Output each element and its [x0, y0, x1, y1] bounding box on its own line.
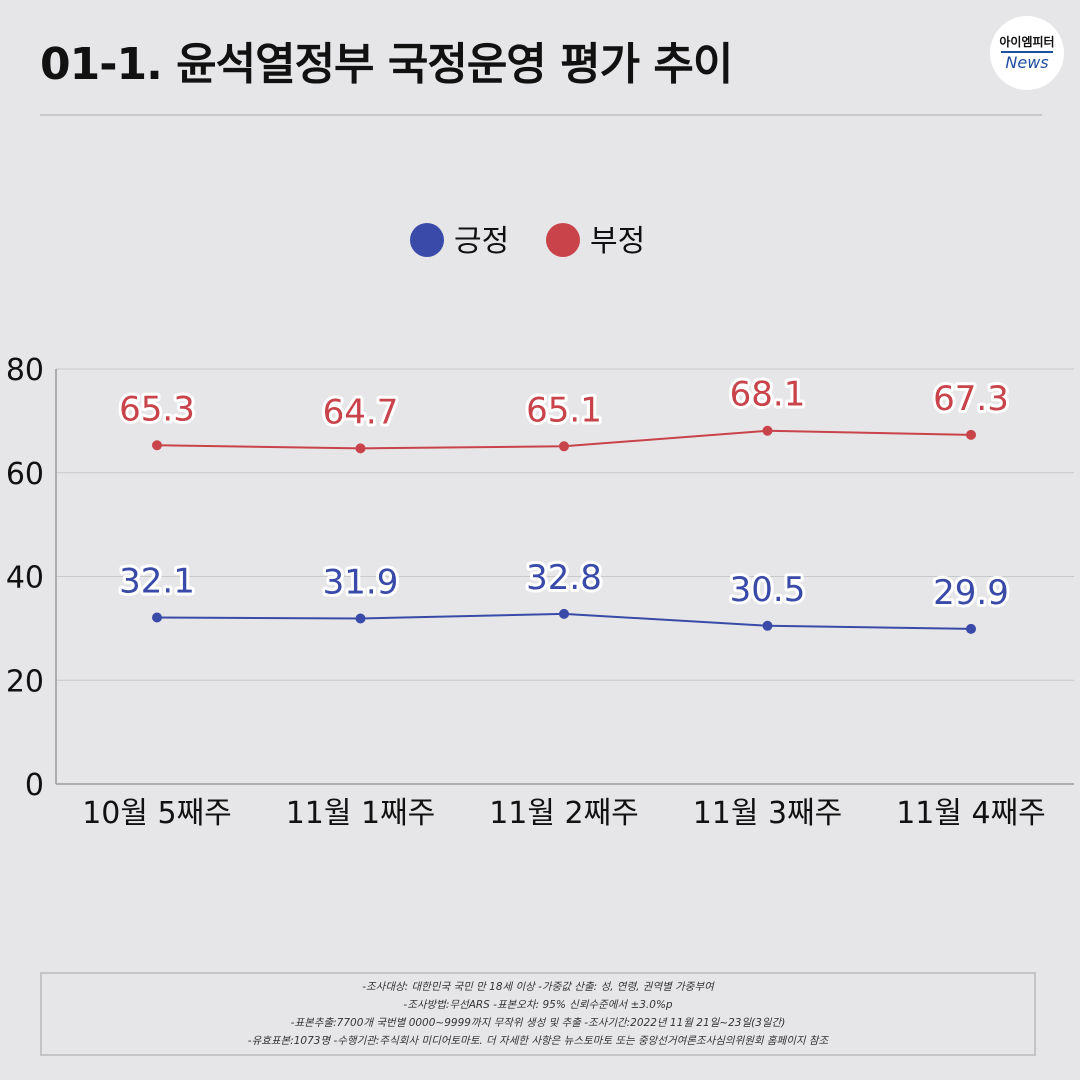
data-point [966, 429, 976, 440]
logo-text-bottom: News [1005, 52, 1049, 72]
line-chart: 0 20 40 60 80 10월 5째주 11월 1째주 11월 2째주 11월 3째주 11월… [6, 223, 1074, 831]
page-title: 01-1. 윤석열정부 국정운영 평가 추이 [40, 39, 733, 90]
data-label: 64.7 [323, 392, 399, 432]
brand-logo: 아이엠피터 News [990, 16, 1064, 90]
data-point [355, 443, 366, 454]
y-tick-label: 20 [6, 664, 44, 699]
x-tick-label: 10월 5째주 [82, 796, 232, 831]
data-label: 32.8 [526, 558, 602, 598]
data-point [355, 613, 366, 624]
y-tick-label: 60 [6, 457, 44, 492]
footnote-line: -유효표본:1073명 -수행기관:주식회사 미디어토마토. 더 자세한 사항은… [247, 1035, 829, 1047]
legend-label: 긍정 [454, 224, 509, 259]
data-label: 30.5 [730, 570, 806, 610]
data-point [152, 612, 162, 623]
footnote-line: -표본추출:7700개 국번별 0000~9999까지 무작위 생성 및 추출 … [290, 1017, 786, 1029]
data-label: 65.1 [526, 390, 602, 430]
footnote-box: -조사대상: 대한민국 국민 만 18세 이상 -가중값 산출: 성, 연령, … [40, 972, 1036, 1056]
y-tick-label: 40 [6, 561, 44, 596]
x-tick-label: 11월 3째주 [693, 796, 843, 831]
data-label: 29.9 [933, 573, 1009, 613]
data-point [559, 441, 569, 452]
data-point [559, 608, 569, 619]
data-point [966, 623, 976, 634]
title-divider [40, 114, 1042, 116]
footnote-line: -조사대상: 대한민국 국민 만 18세 이상 -가중값 산출: 성, 연령, … [362, 981, 714, 993]
logo-text-top: 아이엠피터 [999, 34, 1055, 49]
data-point [762, 620, 773, 631]
data-label: 67.3 [933, 379, 1009, 419]
data-point [152, 440, 162, 451]
x-tick-label: 11월 2째주 [489, 796, 639, 831]
data-label: 32.1 [119, 561, 195, 601]
data-label: 68.1 [730, 375, 806, 415]
legend-marker-icon [410, 223, 444, 257]
data-label: 65.3 [119, 389, 195, 429]
legend-marker-icon [546, 223, 580, 257]
data-point [762, 425, 773, 436]
y-tick-label: 80 [6, 353, 44, 388]
x-tick-label: 11월 1째주 [286, 796, 436, 831]
data-label: 31.9 [323, 563, 399, 603]
y-tick-label: 0 [25, 768, 44, 803]
logo-divider [1001, 50, 1053, 53]
x-tick-label: 11월 4째주 [896, 796, 1046, 831]
legend-label: 부정 [590, 224, 645, 259]
footnote-line: -조사방법:무선ARS -표본오차: 95% 신뢰수준에서 ±3.0%p [403, 999, 673, 1011]
